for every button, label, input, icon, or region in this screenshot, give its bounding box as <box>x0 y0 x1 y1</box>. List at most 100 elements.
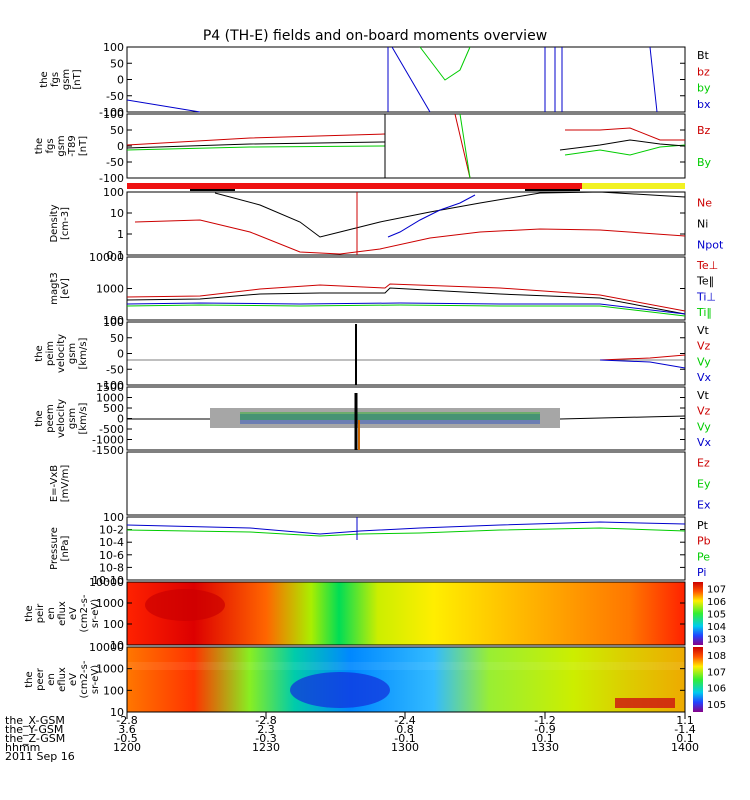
fgl-legend-0: Bz <box>697 124 711 137</box>
fgl-legend-1: By <box>697 156 712 169</box>
fgl-bz-drop <box>454 113 471 179</box>
peir-tick-label: 1000 <box>96 597 124 610</box>
peem-tick-label: 1000 <box>96 392 124 405</box>
peer-colorbar-label: 105 <box>707 700 726 711</box>
peir-ylabel: peir <box>35 603 46 623</box>
fgs-legend-3: bx <box>697 98 711 111</box>
peer-tick-label: 1000 <box>96 663 124 676</box>
fgl-tick-label: 50 <box>110 124 124 137</box>
fgl-bt-late <box>559 139 686 151</box>
fgs-legend-0: Bt <box>697 49 710 62</box>
peim-tick-label: -100 <box>99 379 124 392</box>
temp-te-par <box>126 287 686 315</box>
density-ni <box>214 191 686 238</box>
dens-frame <box>126 191 686 256</box>
efld-ylabel: E=-VxB <box>49 465 60 502</box>
xaxis-y-label: 3.6 <box>118 723 136 736</box>
temp-legend-1: Te‖ <box>696 275 714 288</box>
xaxis-z-label: -0.3 <box>255 732 276 745</box>
peir-colorbar-label: 104 <box>707 622 726 633</box>
peer-ylabel: eflux <box>57 667 68 692</box>
peer-ylabel: eV <box>68 673 79 686</box>
peer-tick-label: 100 <box>103 684 124 697</box>
fgl-tick-label: -100 <box>99 172 124 185</box>
peir-spectrogram <box>127 582 685 645</box>
xaxis-t-label: 1330 <box>531 741 559 754</box>
peim-ylabel: peim <box>45 341 56 366</box>
fgs-tick-label: -50 <box>106 90 124 103</box>
fgs-bx-spike <box>649 46 658 113</box>
fgs-legend-2: by <box>697 82 711 95</box>
pres-tick-label: 10-6 <box>99 549 124 562</box>
peem-tick-label: 0 <box>117 413 124 426</box>
peir-colorbar-label: 103 <box>707 635 726 646</box>
fgs-ylabel: [nT] <box>72 69 83 89</box>
fgl-by-late <box>564 144 686 156</box>
dens-legend-1: Ni <box>697 218 708 231</box>
efld-legend-1: Ey <box>697 478 711 491</box>
peim-tick-label: 100 <box>103 316 124 329</box>
peem-ylabel: velocity <box>56 399 67 438</box>
peir-tick-label: 10 <box>110 639 124 652</box>
fgs-ylabel: fgs <box>50 72 61 87</box>
peim-ylabel: the <box>34 345 45 361</box>
efld-legend-0: Ez <box>697 457 710 470</box>
xaxis-y-label: -0.9 <box>534 723 555 736</box>
peir-colorbar <box>693 582 703 645</box>
peim-vz <box>599 354 686 361</box>
peim-ylabel: gsm <box>67 343 78 364</box>
dens-legend-0: Ne <box>697 197 712 210</box>
peem-legend-2: Vy <box>697 420 711 433</box>
xaxis-z-label: 0.1 <box>676 732 694 745</box>
density-ne <box>134 219 686 255</box>
peir-ylabel: sr-eV) <box>90 599 101 628</box>
dens-ylabel: Density <box>49 204 60 242</box>
peir-colorbar-label: 107 <box>707 584 726 595</box>
fgs-ylabel: the <box>39 71 50 87</box>
peer-tick-label: 10 <box>110 706 124 719</box>
peem-tick-label: 500 <box>103 402 124 415</box>
fgl-ylabel: gsm <box>56 135 67 156</box>
peim-ylabel: [km/s] <box>78 337 89 369</box>
fgl-ylabel: the <box>34 138 45 154</box>
pressure-pi <box>126 521 686 535</box>
fgs-ylabel: gsm <box>61 69 72 90</box>
peer-colorbar <box>693 647 703 712</box>
pressure-pe <box>126 527 686 537</box>
peem-legend-1: Vz <box>697 405 711 418</box>
dens-ylabel: [cm-3] <box>60 207 71 240</box>
peem-noise-green <box>240 412 540 420</box>
fgs-tick-label: 50 <box>110 57 124 70</box>
fgl-tick-label: 0 <box>117 140 124 153</box>
efld-frame <box>126 451 686 516</box>
fgs-legend-1: bz <box>697 65 710 78</box>
efld-ylabel: [mV/m] <box>60 465 71 503</box>
fgl-bz-late <box>565 127 685 141</box>
xaxis-row-label: the_X-GSM <box>5 714 65 727</box>
peer-colorbar-label: 107 <box>707 667 726 678</box>
pres-legend-1: Pb <box>697 535 711 548</box>
density-npot <box>387 194 476 238</box>
peim-legend-1: Vz <box>697 340 711 353</box>
fgl-tick-label: -50 <box>106 156 124 169</box>
peir-ylabel: eV <box>68 607 79 620</box>
xaxis-z-label: -0.1 <box>394 732 415 745</box>
dens-tick-label: 1 <box>117 228 124 241</box>
xaxis-t-label: 1400 <box>671 741 699 754</box>
peir-colorbar-label: 106 <box>707 597 726 608</box>
xaxis-x-label: -2.4 <box>394 714 415 727</box>
temp-ylabel: magt3 <box>49 272 60 305</box>
pres-frame <box>126 516 686 581</box>
peem-vt-end <box>559 415 686 420</box>
xaxis-y-label: -1.4 <box>674 723 695 736</box>
xaxis-y-label: 2.3 <box>257 723 275 736</box>
peim-tick-label: 50 <box>110 332 124 345</box>
pres-legend-2: Pe <box>697 550 710 563</box>
dens-tick-label: 0.1 <box>107 249 125 262</box>
peim-legend-3: Vx <box>697 371 712 384</box>
peir-ylabel: eflux <box>57 601 68 626</box>
peer-ylabel: peer <box>35 667 46 691</box>
plot-title: P4 (TH-E) fields and on-board moments ov… <box>202 28 548 44</box>
xaxis-t-label: 1200 <box>113 741 141 754</box>
